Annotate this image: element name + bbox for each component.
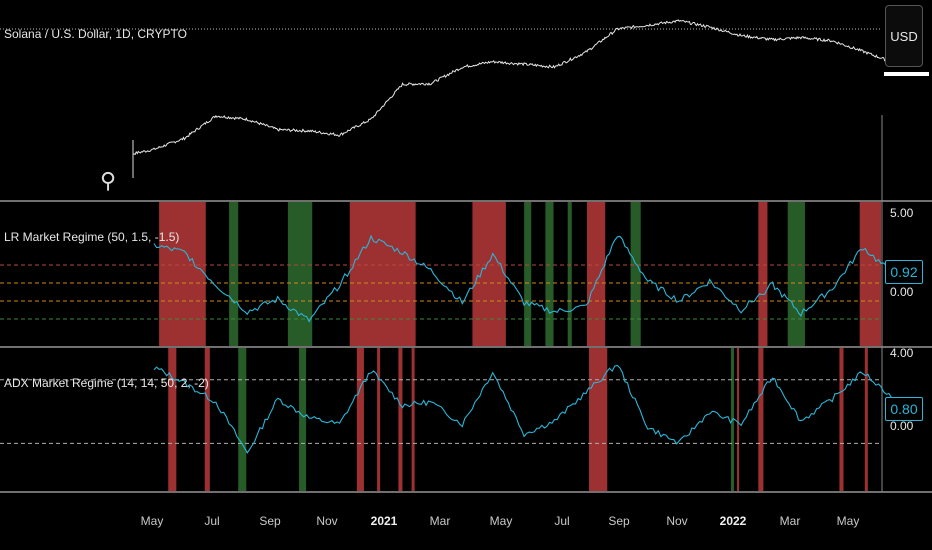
lr-regime-bull bbox=[758, 202, 768, 346]
x-tick-label: Sep bbox=[608, 514, 630, 528]
price-series-line bbox=[133, 19, 894, 156]
adx-bottom-label: 0.00 bbox=[890, 419, 914, 433]
x-tick-label: Mar bbox=[429, 514, 451, 528]
adx-regime-bull bbox=[204, 348, 210, 491]
adx-regime-bull bbox=[839, 348, 844, 491]
lr-regime-bull bbox=[472, 202, 506, 346]
adx-panel-title: ADX Market Regime (14, 14, 50, 2, -2) bbox=[4, 376, 209, 390]
adx-regime-bull bbox=[411, 348, 415, 491]
lr-regime-bear bbox=[630, 202, 641, 346]
x-tick-label: Nov bbox=[666, 514, 688, 528]
x-tick-label: 2022 bbox=[719, 514, 747, 528]
currency-underline bbox=[884, 72, 929, 76]
x-tick-label: Nov bbox=[316, 514, 338, 528]
lr-regime-bear bbox=[287, 202, 313, 346]
lr-regime-bear bbox=[524, 202, 532, 346]
currency-button[interactable]: USD bbox=[885, 5, 923, 67]
x-tick-label: Jul bbox=[554, 514, 570, 528]
adx-regime-bull bbox=[168, 348, 177, 491]
lr-regime-bear bbox=[567, 202, 572, 346]
adx-regime-bull bbox=[377, 348, 381, 491]
lr-current-value: 0.92 bbox=[885, 260, 923, 284]
x-tick-label: Mar bbox=[779, 514, 801, 528]
lr-regime-bull bbox=[349, 202, 416, 346]
x-tick-label: Jul bbox=[204, 514, 220, 528]
lr-bottom-label: 0.00 bbox=[890, 285, 914, 299]
chart-title: Solana / U.S. Dollar, 1D, CRYPTO bbox=[4, 27, 187, 41]
adx-regime-bull bbox=[356, 348, 364, 491]
adx-regime-bull bbox=[864, 348, 868, 491]
lr-y-top-label: 5.00 bbox=[890, 206, 914, 220]
adx-regime-bear bbox=[299, 348, 307, 491]
lr-indicator-line bbox=[153, 234, 895, 323]
x-tick-label: May bbox=[489, 514, 513, 528]
adx-regime-bull bbox=[398, 348, 403, 491]
adx-y-top-label: 4.00 bbox=[890, 346, 914, 360]
lr-panel-title: LR Market Regime (50, 1.5, -1.5) bbox=[4, 230, 180, 244]
lr-regime-bear bbox=[545, 202, 554, 346]
lr-regime-bull bbox=[586, 202, 606, 346]
x-tick-label: May bbox=[836, 514, 860, 528]
adx-regime-bull bbox=[589, 348, 608, 491]
adx-regime-bull bbox=[737, 348, 740, 491]
lr-regime-bull bbox=[159, 202, 206, 346]
x-tick-label: May bbox=[140, 514, 164, 528]
lr-regime-bear bbox=[787, 202, 805, 346]
adx-indicator-line bbox=[153, 364, 895, 454]
x-tick-label: Sep bbox=[259, 514, 281, 528]
adx-regime-bull bbox=[758, 348, 764, 491]
adx-regime-bear bbox=[238, 348, 247, 491]
lr-regime-bear bbox=[229, 202, 239, 346]
lr-regime-bull bbox=[859, 202, 882, 346]
adx-current-value: 0.80 bbox=[885, 397, 923, 421]
x-tick-label: 2021 bbox=[370, 514, 398, 528]
rocket-icon: ⚲ bbox=[100, 169, 116, 194]
